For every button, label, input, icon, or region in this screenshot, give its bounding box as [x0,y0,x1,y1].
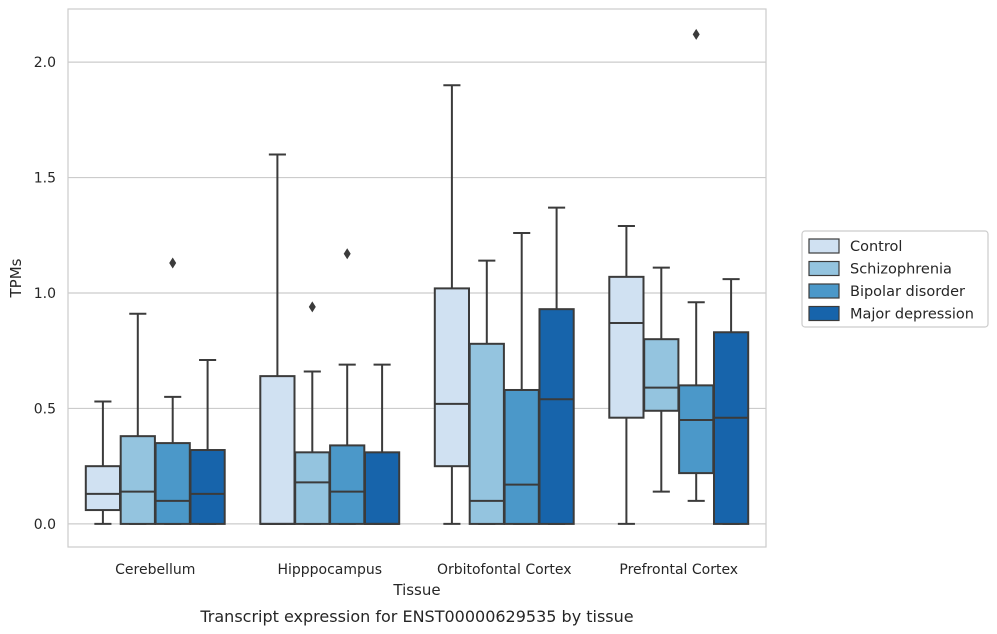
legend-swatch [808,238,840,254]
legend-item: Control [808,238,902,255]
legend-item: Bipolar disorder [808,283,965,300]
legend: Control Schizophrenia Bipolar disorder Majo… [801,230,989,328]
legend-swatch [808,260,840,277]
x-tick-label: Orbitofontal Cortex [437,562,572,578]
box-rect [119,435,156,525]
box-rect [189,449,226,525]
box-rect [678,384,715,475]
legend-swatch [808,305,840,322]
outlier-marker [308,301,316,313]
outlier-marker [692,28,700,40]
box-rect [259,375,296,525]
box-2-3 [538,206,575,525]
box-rect [643,338,680,412]
box-rect [84,465,122,512]
box-3-1 [643,266,680,493]
box-3-2 [678,28,715,502]
box-0-3 [189,358,226,525]
box-1-3 [363,363,401,525]
outlier-marker [169,257,177,269]
box-1-0 [259,153,296,525]
legend-label: Control [850,239,902,255]
box-rect [154,442,191,525]
x-axis-label: Tissue [392,581,440,599]
outlier-marker [343,248,351,260]
box-0-1 [119,312,156,525]
plot-frame [67,8,767,548]
x-axis-ticks: Cerebellum Hipppocampus Orbitofontal Corte… [115,562,738,578]
box-rect [468,342,505,525]
y-tick-label: 1.5 [34,171,56,187]
legend-item: Major depression [808,305,974,323]
box-2-1 [468,259,505,525]
legend-label: Schizophrenia [850,262,952,278]
box-rect [433,287,471,468]
y-axis-label: TPMs [7,258,25,298]
box-rect [712,331,750,525]
boxes [84,28,750,525]
legend-frame [801,230,989,328]
x-tick-label: Prefrontal Cortex [619,562,738,578]
box-0-0 [84,400,122,525]
figure-caption: Transcript expression for ENST0000062953… [199,607,633,626]
legend-swatch [808,283,840,299]
legend-label: Major depression [850,307,974,323]
box-rect [294,451,331,525]
x-tick-label: Hipppocampus [277,562,382,578]
box-0-2 [154,257,191,525]
y-tick-label: 2.0 [34,55,56,71]
box-3-0 [608,225,645,525]
box-1-2 [329,248,366,525]
box-rect [363,451,401,525]
y-tick-label: 1.0 [34,286,56,302]
x-tick-label: Cerebellum [115,562,195,578]
box-3-3 [712,278,750,525]
box-rect [329,444,366,525]
legend-label: Bipolar disorder [850,284,965,300]
box-2-0 [433,84,471,525]
box-rect [608,275,645,419]
box-rect [538,308,575,525]
y-tick-label: 0.0 [34,517,56,533]
box-2-2 [503,231,540,525]
y-tick-label: 0.5 [34,401,56,417]
box-1-1 [294,301,331,525]
y-axis-ticks: 0.0 0.5 1.0 1.5 2.0 [34,55,56,533]
box-rect [503,388,540,525]
legend-item: Schizophrenia [808,260,952,278]
